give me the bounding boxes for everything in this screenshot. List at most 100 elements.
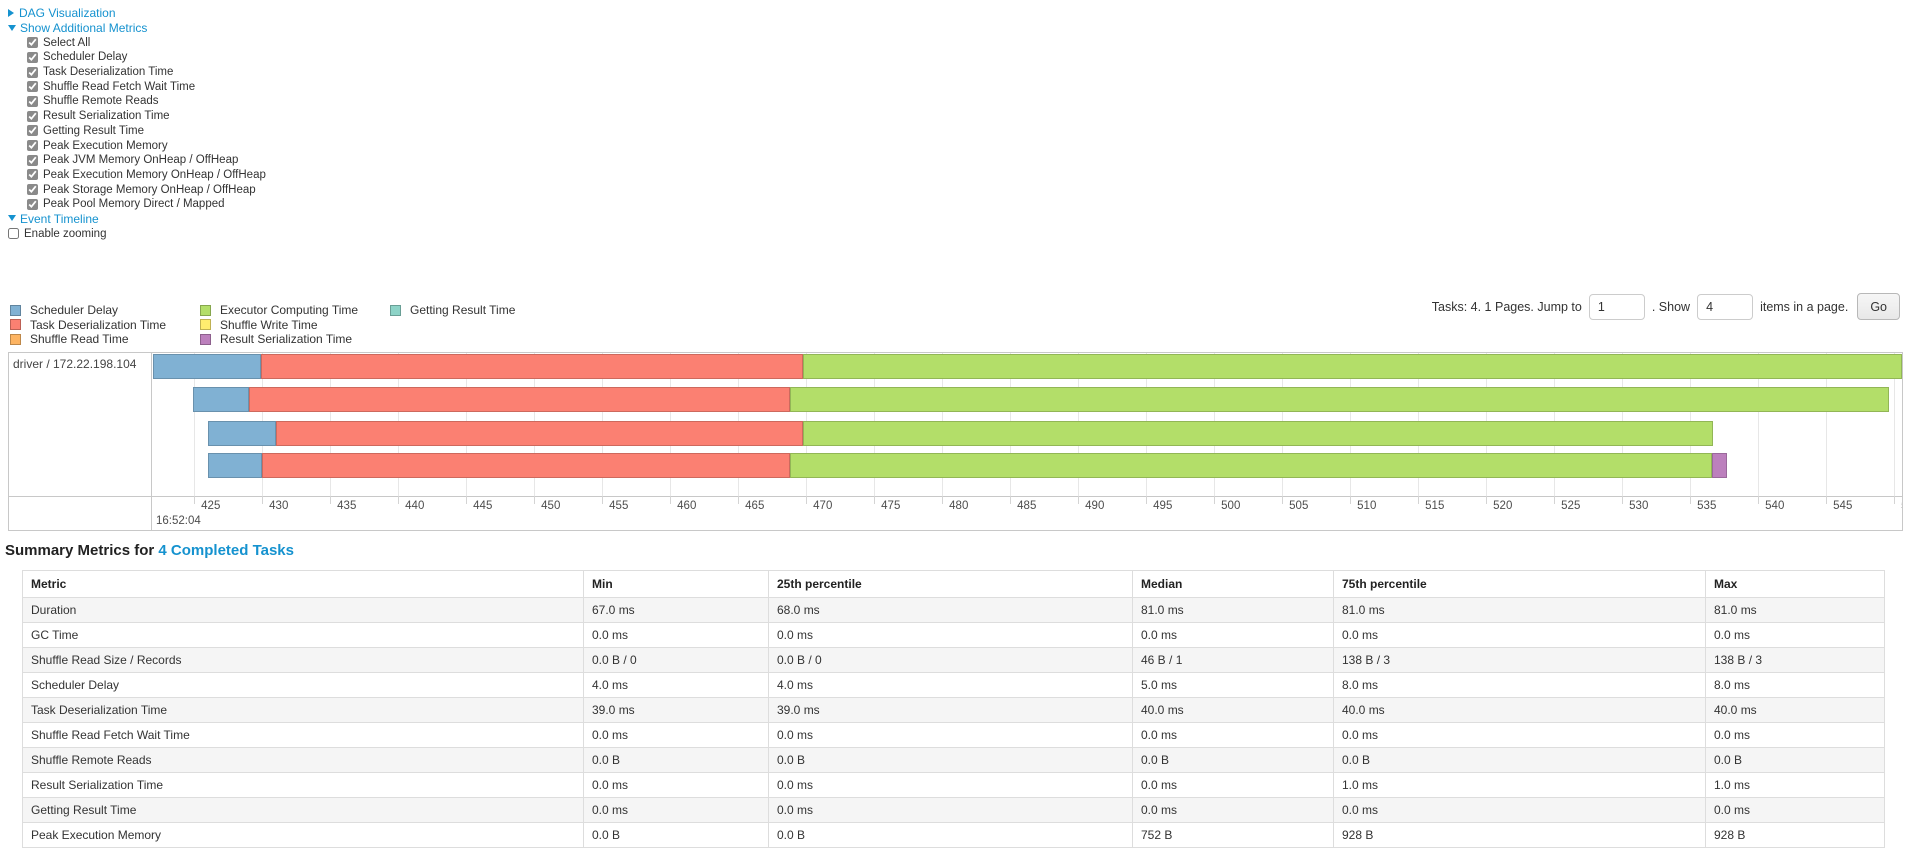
metric-checkbox-row: Peak Pool Memory Direct / Mapped xyxy=(27,197,266,212)
tasks-pagination: Tasks: 4. 1 Pages. Jump to . Show items … xyxy=(1432,293,1900,320)
legend-item-label: Result Serialization Time xyxy=(220,332,353,347)
metric-checkbox-row: Peak Storage Memory OnHeap / OffHeap xyxy=(27,182,266,197)
dag-visualization-toggle[interactable]: DAG Visualization xyxy=(8,6,266,21)
metric-checkbox[interactable] xyxy=(27,37,38,49)
timeline-tickmark xyxy=(1214,496,1216,504)
metric-value-cell: 0.0 ms xyxy=(583,797,769,823)
timeline-tick-label: 545 xyxy=(1833,500,1853,512)
metric-checkbox[interactable] xyxy=(27,51,38,63)
timeline-tickmark xyxy=(806,496,808,504)
table-row: Peak Execution Memory 0.0 B 0.0 B 752 B 928 … xyxy=(22,822,1885,848)
metric-value-cell: 81.0 ms xyxy=(1132,597,1334,623)
metric-checkbox[interactable] xyxy=(27,125,38,137)
metric-checkbox-label: Peak Storage Memory OnHeap / OffHeap xyxy=(43,183,256,196)
metric-value-cell: 752 B xyxy=(1132,822,1334,848)
metric-value-cell: 928 B xyxy=(1705,822,1885,848)
metric-value-cell: 0.0 ms xyxy=(1333,722,1706,748)
timeline-tick-label: 455 xyxy=(609,500,629,512)
legend-item: Task Deserialization Time xyxy=(10,318,200,333)
timeline-tick-label: 440 xyxy=(405,500,425,512)
metric-value-cell: 0.0 ms xyxy=(768,797,1133,823)
metric-value-cell: 0.0 ms xyxy=(583,772,769,798)
show-additional-metrics-link[interactable]: Show Additional Metrics xyxy=(20,21,148,36)
completed-tasks-link[interactable]: 4 Completed Tasks xyxy=(158,542,294,559)
metric-checkbox[interactable] xyxy=(27,169,38,181)
metric-value-cell: 138 B / 3 xyxy=(1333,647,1706,673)
getting_result-swatch xyxy=(390,304,401,316)
legend-item: Executor Computing Time xyxy=(200,303,390,318)
metric-name-cell: Shuffle Remote Reads xyxy=(22,747,584,773)
metric-value-cell: 67.0 ms xyxy=(583,597,769,623)
timeline-tickmark xyxy=(1418,496,1420,504)
timeline-bar-segment-executor_computing xyxy=(803,354,1902,379)
chevron-down-icon xyxy=(8,215,16,222)
timeline-bar-segment-executor_computing xyxy=(789,453,1712,478)
metric-checkbox[interactable] xyxy=(27,66,38,78)
metric-checkbox-label: Peak Pool Memory Direct / Mapped xyxy=(43,198,225,211)
metric-checkbox-row: Task Deserialization Time xyxy=(27,65,266,80)
event-timeline-link[interactable]: Event Timeline xyxy=(20,211,99,226)
summary-column-header: Min xyxy=(583,570,769,598)
timeline-tick-label: 460 xyxy=(677,500,697,512)
tasks-pagination-text: Tasks: 4. 1 Pages. Jump to xyxy=(1431,299,1582,314)
timeline-tickmark xyxy=(1894,496,1896,504)
jump-to-page-input[interactable] xyxy=(1588,293,1645,320)
scheduler_delay-swatch xyxy=(10,304,21,316)
metric-checkbox[interactable] xyxy=(27,184,38,196)
show-additional-metrics-toggle[interactable]: Show Additional Metrics xyxy=(8,21,266,36)
metric-checkbox-label: Scheduler Delay xyxy=(43,51,128,64)
metric-value-cell: 39.0 ms xyxy=(768,697,1133,723)
metric-checkbox[interactable] xyxy=(27,140,38,152)
metric-value-cell: 4.0 ms xyxy=(583,672,769,698)
legend-item: Result Serialization Time xyxy=(200,332,390,347)
metric-name-cell: Shuffle Read Fetch Wait Time xyxy=(22,722,584,748)
enable-zooming-checkbox[interactable] xyxy=(8,228,19,240)
timeline-bar-segment-task_deserialization xyxy=(275,421,804,446)
metric-checkbox-label: Task Deserialization Time xyxy=(43,66,174,79)
legend-column: Scheduler Delay Task Deserialization Time… xyxy=(10,303,200,347)
timeline-tick-label: 550 xyxy=(1901,500,1902,512)
table-row: Scheduler Delay 4.0 ms 4.0 ms 5.0 ms 8.0 ms 8… xyxy=(22,672,1885,698)
timeline-tickmark xyxy=(1282,496,1284,504)
metric-checkbox-row: Select All xyxy=(27,35,266,50)
timeline-tickmark xyxy=(398,496,400,504)
metric-value-cell: 46 B / 1 xyxy=(1132,647,1334,673)
timeline-tick-label: 485 xyxy=(1017,500,1037,512)
timeline-bar-segment-task_deserialization xyxy=(248,387,790,412)
metric-checkbox[interactable] xyxy=(27,110,38,122)
dag-visualization-link[interactable]: DAG Visualization xyxy=(19,6,116,21)
metric-checkbox[interactable] xyxy=(27,198,38,210)
timeline-bar-segment-scheduler_delay xyxy=(153,354,261,379)
legend-item-label: Shuffle Write Time xyxy=(220,317,318,332)
metric-value-cell: 4.0 ms xyxy=(768,672,1133,698)
timeline-gridline xyxy=(1826,353,1828,496)
metric-value-cell: 0.0 B xyxy=(1333,747,1706,773)
table-row: GC Time 0.0 ms 0.0 ms 0.0 ms 0.0 ms 0.0 ms xyxy=(22,622,1885,648)
timeline-tickmark xyxy=(194,496,196,504)
metric-value-cell: 8.0 ms xyxy=(1333,672,1706,698)
timeline-tickmark xyxy=(602,496,604,504)
metric-name-cell: GC Time xyxy=(22,622,584,648)
metric-value-cell: 0.0 ms xyxy=(583,722,769,748)
items-per-page-input[interactable] xyxy=(1697,293,1754,320)
timeline-tickmark xyxy=(1146,496,1148,504)
metric-value-cell: 138 B / 3 xyxy=(1705,647,1885,673)
timeline-tick-label: 520 xyxy=(1493,500,1513,512)
timeline-tick-label: 510 xyxy=(1357,500,1377,512)
timeline-gridline xyxy=(1894,353,1896,496)
summary-table-header-row: Metric Min 25th percentile Median 75th perce… xyxy=(22,570,1885,598)
executor_computing-swatch xyxy=(200,304,211,316)
metric-checkbox[interactable] xyxy=(27,81,38,93)
metric-checkbox[interactable] xyxy=(27,154,38,166)
metric-value-cell: 0.0 ms xyxy=(1333,622,1706,648)
timeline-tickmark xyxy=(874,496,876,504)
timeline-tickmark xyxy=(942,496,944,504)
event-timeline-toggle[interactable]: Event Timeline xyxy=(8,212,266,227)
timeline-bar-segment-scheduler_delay xyxy=(207,421,276,446)
metric-value-cell: 0.0 B xyxy=(1705,747,1885,773)
shuffle_read-swatch xyxy=(10,333,21,345)
legend-item: Shuffle Write Time xyxy=(200,318,390,333)
metric-value-cell: 1.0 ms xyxy=(1333,772,1706,798)
metric-checkbox[interactable] xyxy=(27,95,38,107)
go-button[interactable]: Go xyxy=(1857,293,1900,320)
